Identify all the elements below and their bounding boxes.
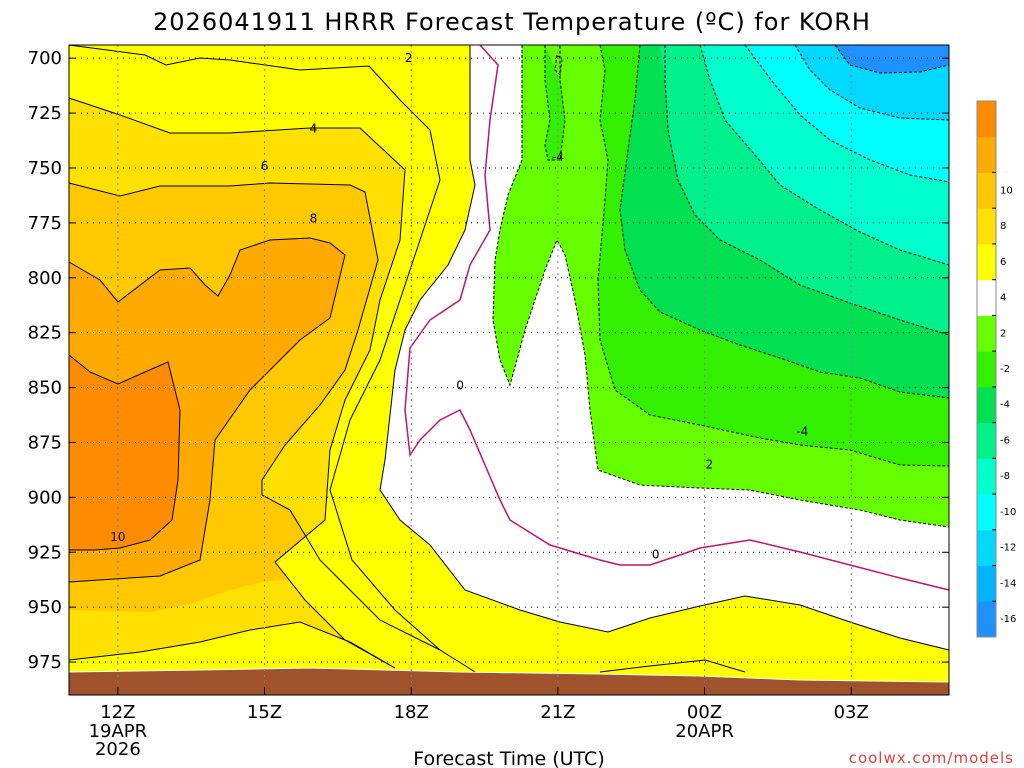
y-tick-label: 725: [28, 103, 62, 124]
colorbar-label: 6: [1000, 257, 1006, 268]
x-tick-label: 00Z: [687, 702, 722, 723]
y-tick-label: 750: [28, 158, 62, 179]
y-tick-label: 900: [28, 487, 62, 508]
ground-line: [68, 667, 950, 683]
plot-area: 2 4 6 8 10 0 0 -4 -4 2 -: [68, 44, 950, 696]
negative-contours: [492, 44, 950, 528]
credit-text: coolwx.com/models: [849, 749, 1014, 767]
colorbar-label: -16: [1000, 614, 1016, 625]
x-tick-sublabel: 19APR: [89, 721, 148, 742]
contour-line-2-lower: [379, 45, 950, 651]
contour-labels: 2 4 6 8 10 0 0 -4 -4 2 -: [110, 49, 808, 561]
contour-label: 8: [310, 211, 318, 225]
x-tick-label: 18Z: [394, 702, 429, 723]
contour-line-minus-8: [664, 45, 950, 336]
colorbar-swatch: [977, 351, 996, 388]
contour-line-minus-10: [699, 44, 950, 266]
zero-degree-contour: [404, 44, 950, 591]
contour-label: 10: [110, 530, 125, 544]
plot-frame: [68, 44, 950, 696]
colorbar-swatch: [977, 315, 996, 352]
contour-line-8: [68, 237, 346, 583]
contour-label: 6: [261, 159, 269, 173]
contour-label: 0: [652, 547, 660, 561]
colorbar-swatch: [977, 565, 996, 602]
y-tick-label: 925: [28, 542, 62, 563]
contour-line-2-near-ground: [599, 659, 746, 673]
contour-label: 2: [706, 457, 714, 471]
contour-line-minus-2-small: [554, 53, 563, 77]
contour-label: 4: [310, 121, 318, 135]
x-tick-label: 12Z: [100, 702, 135, 723]
colorbar-frame: [976, 100, 997, 638]
contour-line-minus-4-left: [544, 45, 566, 161]
contour-label: 0: [456, 378, 464, 392]
colorbar-label: -12: [1000, 543, 1016, 554]
colorbar-swatch: [977, 386, 996, 424]
chart-title: 2026041911 HRRR Forecast Temperature (ºC…: [153, 8, 871, 36]
contour-line-minus-16: [834, 44, 950, 74]
colorbar-label: 8: [1000, 221, 1006, 232]
colorbar-swatch: [977, 101, 996, 138]
contour-label: 2: [405, 51, 413, 65]
temperature-band-below-minus-16: [835, 45, 949, 73]
contour-line-4: [68, 97, 406, 669]
contour-label: -4: [552, 150, 564, 164]
grid-lines: [69, 45, 949, 695]
contour-line-6: [68, 182, 441, 651]
temperature-band-near-zero: [380, 45, 949, 650]
x-axis-title: Forecast Time (UTC): [413, 748, 604, 768]
x-tick-label: 21Z: [540, 702, 575, 723]
colorbar-label: 4: [1000, 293, 1006, 304]
y-tick-label: 875: [28, 432, 62, 453]
colorbar-swatch: [977, 279, 996, 316]
y-tick-label: 850: [28, 378, 62, 399]
colorbar-swatch: [977, 458, 996, 495]
colorbar-swatch: [977, 243, 996, 281]
colorbar-swatch: [977, 494, 996, 531]
contour-line-minus-12: [744, 44, 950, 183]
temperature-band-2-to-4-upper: [69, 45, 949, 695]
y-tick-label: 975: [28, 652, 62, 673]
temperature-band-above-10: [69, 355, 180, 550]
x-tick-sublabel: 20APR: [675, 721, 734, 742]
x-tick-label: 03Z: [834, 702, 869, 723]
contour-line-minus-14: [794, 44, 950, 121]
colorbar-label: 10: [1000, 185, 1013, 196]
ground-surface: [69, 668, 949, 695]
contour-line-minus-6: [619, 44, 950, 399]
y-tick-label: 950: [28, 597, 62, 618]
colorbar-label: -6: [1000, 435, 1010, 446]
colorbar-label: -14: [1000, 578, 1016, 589]
y-tick-label: 800: [28, 268, 62, 289]
colorbar-swatch: [977, 601, 996, 638]
y-tick-label: 700: [28, 48, 62, 69]
y-tick-label: 775: [28, 213, 62, 234]
colorbar-swatch: [977, 422, 996, 459]
contour-line-10: [68, 354, 181, 551]
colorbar-swatch: [977, 529, 996, 567]
colorbar-swatch: [977, 136, 996, 173]
y-tick-label: 825: [28, 323, 62, 344]
colorbar-swatch: [977, 208, 996, 245]
x-tick-sublabel: 2026: [95, 739, 141, 760]
colorbar-label: 2: [1000, 328, 1006, 339]
contour-line-2: [68, 44, 481, 676]
positive-contours: [68, 44, 950, 676]
colorbar-swatch: [977, 172, 996, 209]
contour-line-4-lower: [68, 621, 396, 669]
colorbar-label: -2: [1000, 364, 1010, 375]
contour-line-minus-2: [492, 45, 950, 528]
contour-label: -: [556, 49, 560, 63]
contour-label: -4: [796, 424, 808, 438]
colorbar-label: -8: [1000, 471, 1010, 482]
colorbar: -16 -14 -12 -10 -8 -6 -4 -2 2 4 6 8 10: [976, 100, 1016, 638]
colorbar-label: -4: [1000, 400, 1010, 411]
colorbar-label: -10: [1000, 507, 1016, 518]
x-tick-label: 15Z: [247, 702, 282, 723]
